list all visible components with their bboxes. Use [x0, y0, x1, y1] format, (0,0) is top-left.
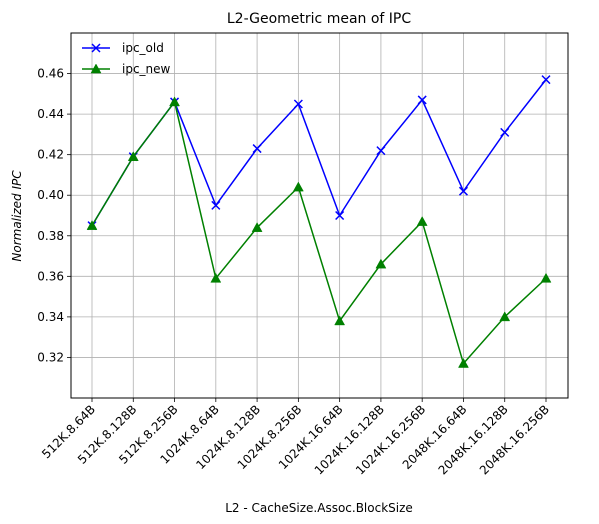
data-point-ipc_new	[127, 151, 139, 161]
data-point-ipc_new	[292, 181, 304, 192]
grid	[71, 33, 568, 398]
x-tick-label: 1024K.16.256B	[353, 402, 428, 477]
data-point-ipc_old	[211, 200, 221, 210]
data-point-ipc_old	[417, 95, 427, 105]
data-point-ipc_old	[541, 75, 551, 85]
y-tick-label: 0.46	[37, 67, 64, 81]
y-tick-label: 0.34	[37, 310, 64, 324]
legend: ipc_old ipc_new	[82, 41, 171, 76]
x-axis-label: L2 - CacheSize.Assoc.BlockSize	[225, 501, 413, 515]
data-point-ipc_old	[500, 127, 510, 137]
data-point-ipc_new	[86, 220, 98, 230]
data-point-ipc_new	[210, 272, 222, 283]
x-tick-label: 2048K.16.128B	[436, 402, 511, 477]
data-point-ipc_new	[416, 216, 428, 226]
data-point-ipc_old	[252, 144, 262, 154]
plot-area-frame	[70, 32, 569, 399]
series-layer	[86, 75, 552, 368]
series-line-ipc_old	[91, 79, 547, 227]
legend-item-ipc_new: ipc_new	[82, 62, 171, 76]
data-point-ipc_new	[499, 311, 511, 322]
data-point-ipc_new	[169, 96, 180, 107]
x-tick-label: 2048K.16.256B	[477, 402, 552, 477]
y-tick-label: 0.44	[37, 107, 64, 121]
chart-title: L2-Geometric mean of IPC	[227, 11, 412, 27]
data-point-ipc_old	[376, 146, 386, 156]
legend-label: ipc_new	[122, 62, 171, 76]
y-tick-label: 0.38	[37, 229, 64, 243]
legend-item-ipc_old: ipc_old	[82, 41, 164, 55]
y-tick-label: 0.42	[37, 148, 64, 162]
x-axis: 512K.8.64B512K.8.128B512K.8.256B1024K.8.…	[39, 398, 552, 477]
data-point-ipc_old	[293, 99, 303, 109]
legend-marker	[91, 43, 101, 53]
x-tick-label: 1024K.16.128B	[312, 402, 387, 477]
y-tick-label: 0.32	[37, 350, 64, 364]
data-point-ipc_new	[251, 222, 263, 232]
data-point-ipc_old	[335, 210, 345, 221]
data-point-ipc_new	[375, 258, 387, 269]
series-ipc_old	[87, 75, 551, 231]
data-point-ipc_old	[458, 186, 468, 196]
data-point-ipc_new	[540, 272, 552, 283]
data-point-ipc_new	[334, 315, 346, 326]
data-point-ipc_new	[458, 358, 469, 368]
legend-marker	[90, 63, 102, 74]
y-axis: 0.32 0.34 0.36 0.38 0.40 0.42 0.44 0.46	[37, 67, 71, 364]
series-ipc_new	[86, 96, 552, 368]
legend-label: ipc_old	[122, 41, 164, 55]
y-axis-label: Normalized IPC	[10, 170, 24, 262]
y-tick-label: 0.40	[37, 188, 64, 202]
y-tick-label: 0.36	[37, 269, 64, 283]
series-line-ipc_new	[91, 100, 547, 366]
